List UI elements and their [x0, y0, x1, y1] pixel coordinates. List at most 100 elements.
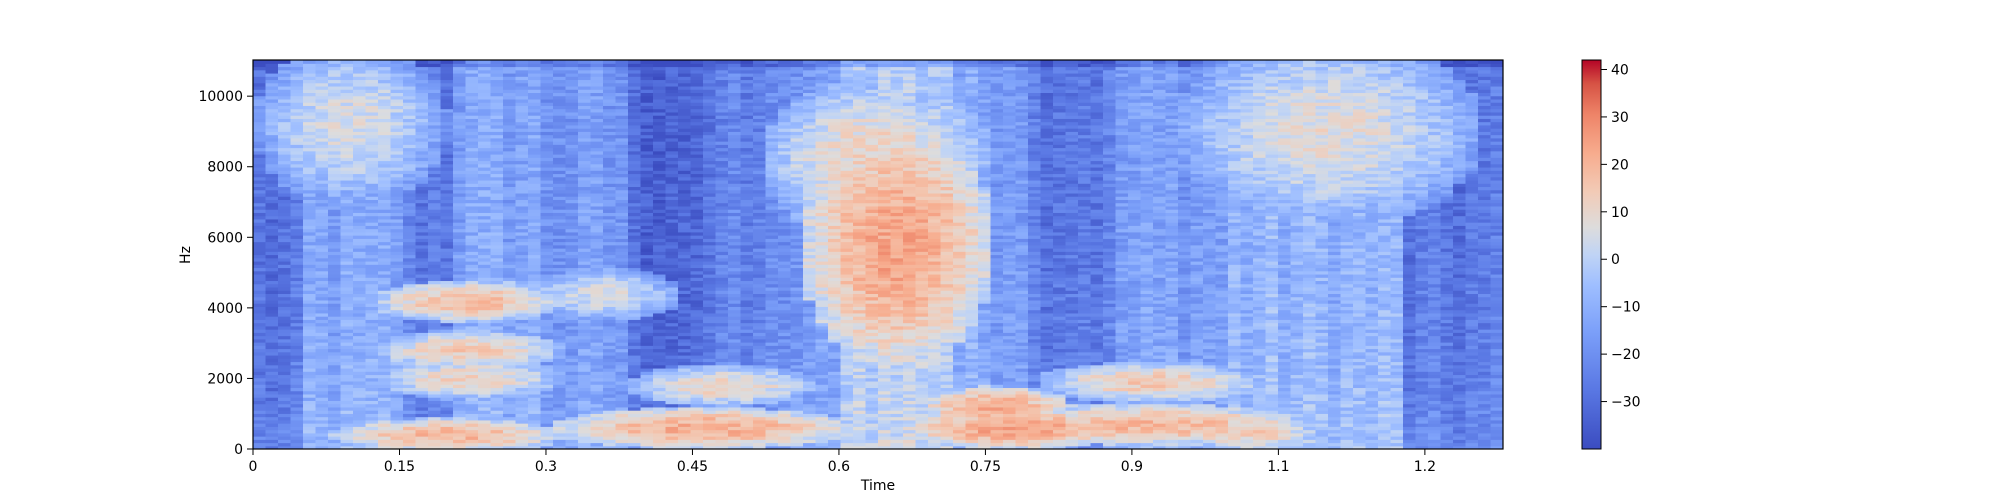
spectrogram-cell — [465, 189, 479, 194]
spectrogram-cell — [253, 358, 267, 363]
spectrogram-cell — [690, 299, 704, 304]
spectrogram-cell — [428, 166, 442, 171]
spectrogram-cell — [753, 426, 767, 431]
spectrogram-cell — [353, 416, 367, 421]
spectrogram-cell — [603, 131, 617, 136]
spectrogram-cell — [665, 280, 679, 285]
spectrogram-cell — [278, 225, 292, 230]
spectrogram-cell — [728, 264, 742, 269]
spectrogram-cell — [540, 312, 554, 317]
spectrogram-cell — [703, 108, 717, 113]
spectrogram-cell — [540, 82, 554, 87]
spectrogram-cell — [490, 228, 504, 233]
spectrogram-cell — [715, 212, 729, 217]
spectrogram-cell — [253, 134, 267, 139]
spectrogram-cell — [528, 277, 542, 282]
spectrogram-cell — [340, 303, 354, 307]
spectrogram-cell — [253, 199, 267, 204]
spectrogram-cell — [628, 267, 642, 272]
spectrogram-cell — [365, 403, 379, 408]
spectrogram-cell — [690, 367, 704, 372]
spectrogram-cell — [340, 196, 354, 200]
spectrogram-cell — [765, 426, 779, 431]
spectrogram-cell — [753, 397, 767, 401]
spectrogram-cell — [728, 202, 742, 207]
spectrogram-cell — [640, 144, 654, 149]
spectrogram-cell — [390, 166, 404, 171]
spectrogram-cell — [478, 436, 492, 440]
spectrogram-cell — [565, 235, 579, 239]
spectrogram-cell — [565, 63, 579, 68]
spectrogram-cell — [640, 118, 654, 123]
spectrogram-cell — [690, 257, 704, 262]
spectrogram-cell — [515, 387, 529, 392]
spectrogram-cell — [353, 196, 367, 200]
spectrogram-cell — [628, 410, 642, 414]
spectrogram-cell — [515, 192, 529, 197]
spectrogram-cell — [478, 445, 492, 449]
spectrogram-cell — [340, 69, 354, 74]
spectrogram-cell — [428, 403, 442, 408]
spectrogram-cell — [578, 374, 592, 379]
spectrogram-cell — [740, 342, 754, 346]
spectrogram-cell — [728, 361, 742, 366]
spectrogram-cell — [665, 225, 679, 230]
spectrogram-cell — [503, 439, 517, 444]
spectrogram-cell — [428, 66, 442, 71]
spectrogram-cell — [715, 95, 729, 100]
spectrogram-cell — [515, 63, 529, 68]
spectrogram-cell — [753, 163, 767, 168]
spectrogram-cell — [728, 436, 742, 440]
spectrogram-cell — [603, 92, 617, 97]
spectrogram-cell — [603, 270, 617, 275]
spectrogram-cell — [665, 102, 679, 106]
spectrogram-cell — [665, 303, 679, 307]
spectrogram-cell — [453, 166, 467, 171]
spectrogram-cell — [390, 98, 404, 103]
spectrogram-cell — [465, 361, 479, 366]
spectrogram-cell — [615, 199, 629, 204]
spectrogram-cell — [578, 445, 592, 449]
spectrogram-cell — [715, 189, 729, 194]
spectrogram-cell — [278, 183, 292, 188]
spectrogram-cell — [728, 147, 742, 152]
spectrogram-cell — [578, 329, 592, 333]
spectrogram-cell — [278, 202, 292, 207]
spectrogram-cell — [503, 319, 517, 324]
spectrogram-cell — [603, 397, 617, 401]
spectrogram-cell — [378, 85, 392, 90]
spectrogram-cell — [753, 257, 767, 262]
spectrogram-cell — [403, 231, 417, 236]
spectrogram-cell — [440, 189, 454, 194]
spectrogram-cell — [603, 322, 617, 327]
spectrogram-cell — [253, 118, 267, 123]
spectrogram-cell — [528, 332, 542, 337]
spectrogram-cell — [590, 299, 604, 304]
spectrogram-cell — [253, 144, 267, 149]
spectrogram-cell — [603, 354, 617, 359]
spectrogram-cell — [315, 280, 329, 285]
spectrogram-cell — [490, 202, 504, 207]
spectrogram-cell — [515, 118, 529, 123]
spectrogram-cell — [378, 218, 392, 223]
spectrogram-cell — [453, 244, 467, 249]
spectrogram-cell — [753, 303, 767, 307]
spectrogram-cell — [365, 150, 379, 155]
spectrogram-cell — [590, 309, 604, 314]
spectrogram-cell — [578, 179, 592, 184]
spectrogram-cell — [540, 303, 554, 307]
spectrogram-cell — [403, 98, 417, 103]
spectrogram-cell — [440, 176, 454, 181]
spectrogram-cell — [503, 264, 517, 269]
spectrogram-cell — [665, 403, 679, 408]
spectrogram-cell — [303, 150, 317, 155]
spectrogram-cell — [290, 335, 304, 340]
spectrogram-cell — [690, 154, 704, 158]
spectrogram-cell — [290, 102, 304, 106]
spectrogram-cell — [253, 82, 267, 87]
spectrogram-cell — [590, 325, 604, 330]
spectrogram-cell — [615, 364, 629, 369]
spectrogram-cell — [328, 238, 342, 243]
spectrogram-cell — [565, 137, 579, 142]
spectrogram-cell — [265, 400, 279, 405]
